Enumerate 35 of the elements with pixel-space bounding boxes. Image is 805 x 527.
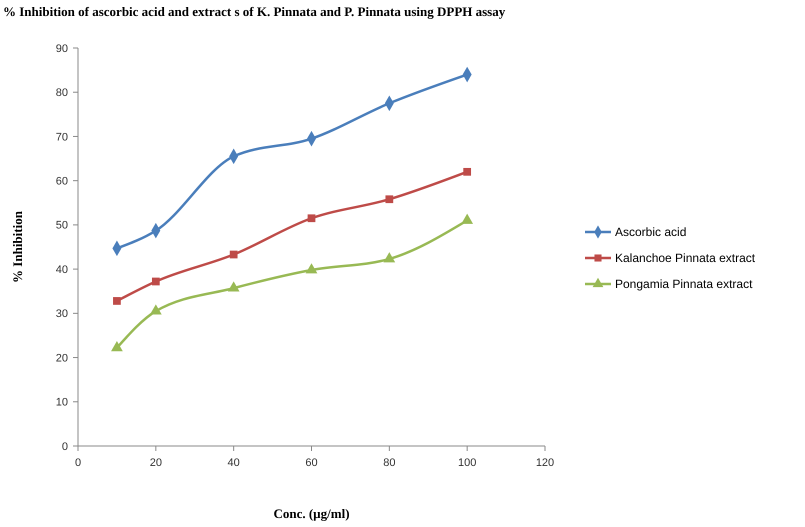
- x-tick-label: 20: [150, 457, 162, 469]
- y-tick-label: 80: [56, 87, 68, 100]
- point: [228, 281, 240, 292]
- legend-label: Pongamia Pinnata extract: [615, 277, 754, 292]
- point: [306, 263, 318, 274]
- y-tick-label: 20: [56, 352, 68, 364]
- y-tick-label: 50: [56, 220, 68, 232]
- chart-title: % Inhibition of ascorbic acid and extract s of K. Pinnata and P. Pinnata using DPPH assay: [3, 4, 506, 19]
- x-tick-label: 40: [228, 457, 240, 469]
- y-tick-label: 30: [56, 308, 68, 320]
- y-tick-label: 10: [56, 396, 68, 409]
- x-tick-label: 80: [383, 457, 396, 469]
- x-tick-label: 60: [305, 457, 318, 469]
- x-tick-label: 120: [536, 457, 554, 469]
- point: [230, 250, 238, 258]
- point: [383, 252, 396, 262]
- legend-label: Kalanchoe Pinnata extract: [615, 251, 756, 266]
- x-tick-label: 100: [458, 457, 476, 469]
- point: [150, 304, 162, 315]
- point: [111, 341, 123, 352]
- y-tick-label: 40: [56, 264, 68, 276]
- y-tick-label: 60: [56, 176, 68, 188]
- point: [152, 278, 160, 286]
- point: [461, 214, 474, 224]
- y-tick-label: 90: [56, 42, 68, 55]
- y-tick-label: 70: [56, 131, 68, 144]
- point: [385, 195, 394, 204]
- point: [308, 214, 316, 222]
- y-tick-label: 0: [62, 440, 68, 453]
- point: [113, 297, 121, 305]
- y-axis-title: % Inhibition: [10, 210, 25, 283]
- x-tick-label: 0: [74, 457, 82, 469]
- legend-label: Ascorbic acid: [615, 225, 686, 240]
- point: [463, 168, 472, 176]
- x-axis-title: Conc. (µg/ml): [273, 506, 350, 521]
